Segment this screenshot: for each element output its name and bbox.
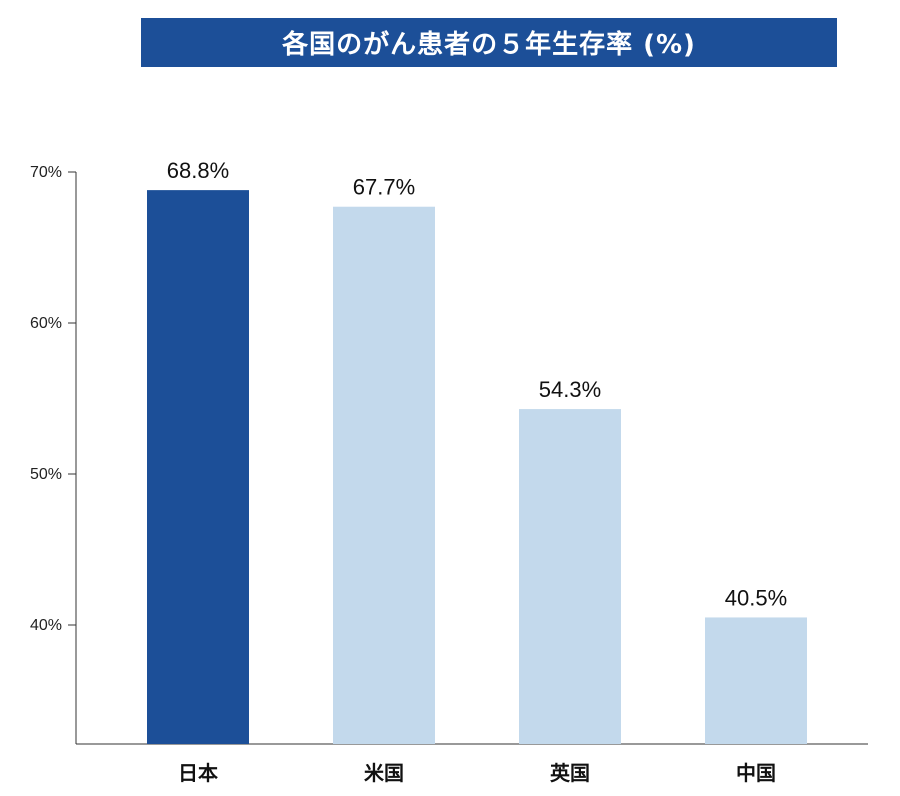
bar [519,409,621,744]
data-label: 54.3% [539,377,601,402]
y-tick-label: 50% [30,466,62,483]
y-tick-label: 60% [30,315,62,332]
chart-bars [147,190,807,745]
category-label: 中国 [736,761,776,785]
category-label: 日本 [178,761,218,785]
data-label: 68.8% [167,158,229,183]
chart-labels: 68.8% 日本 67.7% 米国 54.3% 英国 40.5% 中国 [167,158,787,785]
bar [705,617,807,744]
bar [333,206,435,745]
chart-axes: 40% 50% 60% 70% [30,164,868,745]
y-tick-label: 70% [30,164,62,181]
category-label: 米国 [364,761,404,785]
chart-title: 各国のがん患者の５年生存率 (%) [282,30,696,60]
category-label: 英国 [550,761,590,785]
bar [147,190,249,744]
data-label: 40.5% [725,585,787,610]
data-label: 67.7% [353,175,415,200]
chart-title-banner: 各国のがん患者の５年生存率 (%) [141,18,837,67]
y-tick-label: 40% [30,617,62,634]
